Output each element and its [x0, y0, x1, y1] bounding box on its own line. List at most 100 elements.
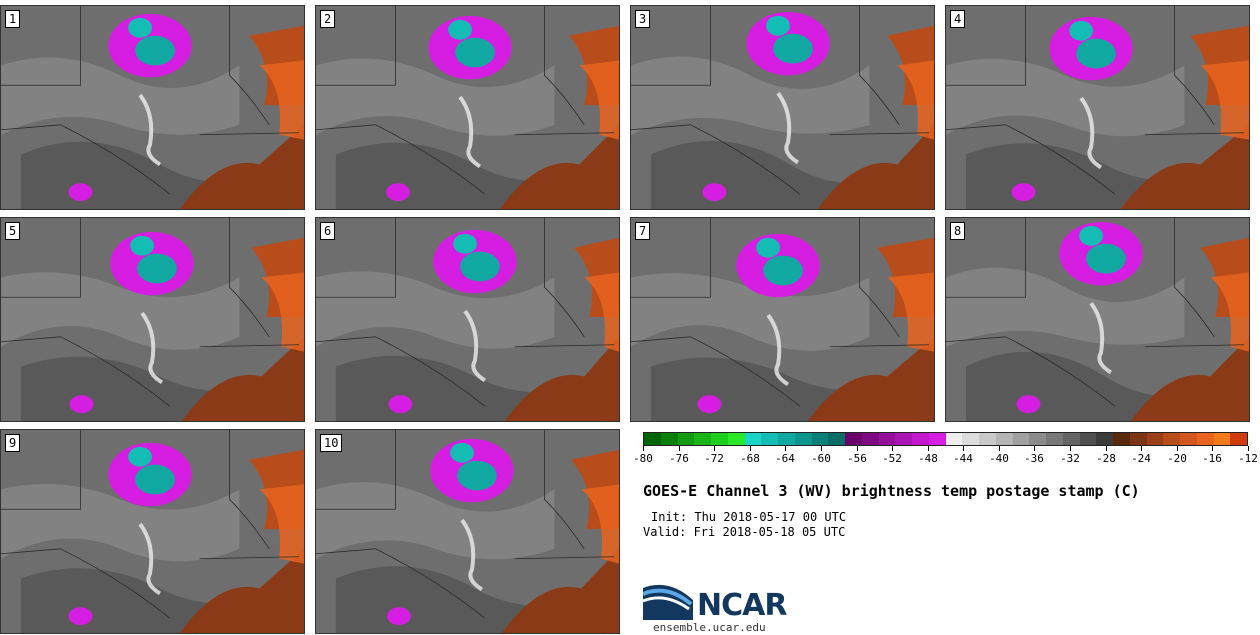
colorbar-tick — [679, 446, 680, 451]
forecast-panel-7: 7 — [630, 217, 935, 422]
water-vapor-map — [316, 6, 619, 209]
panel-label: 2 — [320, 10, 336, 28]
colorbar-tick-label: -44 — [953, 452, 973, 465]
colorbar-tick-label: -60 — [811, 452, 831, 465]
colorbar-segment — [1079, 433, 1097, 445]
colorbar-tick — [963, 446, 964, 451]
colorbar-segment — [677, 433, 695, 445]
water-vapor-map — [631, 218, 934, 421]
water-vapor-map — [631, 6, 934, 209]
colorbar-segment — [761, 433, 778, 445]
colorbar-segment — [928, 433, 946, 445]
figure-title: GOES-E Channel 3 (WV) brightness temp po… — [643, 482, 1140, 500]
colorbar-segment — [1180, 433, 1197, 445]
panel-label: 1 — [5, 10, 21, 28]
colorbar-tick — [928, 446, 929, 451]
colorbar-segment — [861, 433, 879, 445]
colorbar-tick — [785, 446, 786, 451]
forecast-panel-8: 8 — [945, 217, 1250, 422]
footer-url: ensemble.ucar.edu — [653, 621, 766, 634]
colorbar-tick-label: -52 — [882, 452, 902, 465]
colorbar-ticks: -80 -76 -72 -68 -64 -60 -56 -52 -48 -44 -40 -36 -32 -… — [633, 446, 1258, 466]
colorbar-segment — [1196, 433, 1214, 445]
init-time: Init: Thu 2018-05-17 00 UTC — [651, 510, 847, 524]
colorbar-segment — [711, 433, 728, 445]
colorbar-segment — [979, 433, 996, 445]
colorbar-segment — [1096, 433, 1113, 445]
colorbar-tick-label: -28 — [1096, 452, 1116, 465]
colorbar-segment — [1213, 433, 1231, 445]
colorbar-tick-label: -76 — [669, 452, 689, 465]
colorbar-tick — [999, 446, 1000, 451]
colorbar-tick-label: -24 — [1131, 452, 1151, 465]
panel-label: 7 — [635, 222, 651, 240]
colorbar-segment — [811, 433, 829, 445]
water-vapor-map — [946, 6, 1249, 209]
colorbar-tick-label: -80 — [633, 452, 653, 465]
colorbar-tick-label: -68 — [740, 452, 760, 465]
panel-label: 9 — [5, 434, 21, 452]
colorbar-segment — [912, 433, 929, 445]
colorbar-segment — [694, 433, 711, 445]
colorbar-segment — [945, 433, 963, 445]
colorbar-tick — [1212, 446, 1213, 451]
colorbar-segment — [1113, 433, 1130, 445]
colorbar-tick — [750, 446, 751, 451]
colorbar-segment — [660, 433, 678, 445]
colorbar-tick — [1034, 446, 1035, 451]
colorbar-segment — [845, 433, 862, 445]
colorbar-tick-label: -64 — [775, 452, 795, 465]
colorbar-segment — [995, 433, 1013, 445]
forecast-panel-1: 1 — [0, 5, 305, 210]
ncar-swoosh-icon — [642, 584, 693, 620]
colorbar-tick-label: -36 — [1024, 452, 1044, 465]
colorbar-tick — [892, 446, 893, 451]
colorbar-segment — [1129, 433, 1147, 445]
forecast-panel-9: 9 — [0, 429, 305, 634]
colorbar-segment — [1163, 433, 1180, 445]
colorbar-segment — [1029, 433, 1046, 445]
colorbar-tick-label: -12 — [1238, 452, 1258, 465]
colorbar-tick — [1248, 446, 1249, 451]
panel-label: 10 — [320, 434, 343, 452]
colorbar-tick — [714, 446, 715, 451]
water-vapor-map — [1, 218, 304, 421]
water-vapor-map — [1, 430, 304, 633]
panel-label: 6 — [320, 222, 336, 240]
forecast-panel-10: 10 — [315, 429, 620, 634]
water-vapor-map — [316, 218, 619, 421]
panel-label: 5 — [5, 222, 21, 240]
colorbar-segment — [1012, 433, 1030, 445]
forecast-panel-5: 5 — [0, 217, 305, 422]
colorbar-tick-label: -20 — [1167, 452, 1187, 465]
colorbar-segment — [962, 433, 979, 445]
panel-label: 4 — [950, 10, 966, 28]
colorbar-segment — [1230, 433, 1247, 445]
ncar-wordmark: NCAR — [697, 588, 787, 623]
colorbar-segment — [727, 433, 745, 445]
colorbar-segment — [828, 433, 845, 445]
colorbar-tick-label: -16 — [1202, 452, 1222, 465]
water-vapor-map — [946, 218, 1249, 421]
water-vapor-map — [316, 430, 619, 633]
valid-time: Valid: Fri 2018-05-18 05 UTC — [643, 525, 846, 539]
colorbar-tick — [821, 446, 822, 451]
panel-label: 8 — [950, 222, 966, 240]
colorbar-segment — [644, 433, 661, 445]
colorbar-tick — [1106, 446, 1107, 451]
colorbar-segment — [778, 433, 795, 445]
colorbar-segment — [744, 433, 762, 445]
colorbar-segment — [1046, 433, 1063, 445]
colorbar-tick — [643, 446, 644, 451]
colorbar-tick-label: -40 — [989, 452, 1009, 465]
colorbar-tick — [1141, 446, 1142, 451]
colorbar — [643, 432, 1248, 446]
colorbar-tick — [857, 446, 858, 451]
forecast-panel-3: 3 — [630, 5, 935, 210]
panel-label: 3 — [635, 10, 651, 28]
colorbar-tick-label: -48 — [918, 452, 938, 465]
colorbar-segment — [1146, 433, 1164, 445]
forecast-panel-4: 4 — [945, 5, 1250, 210]
colorbar-segment — [794, 433, 812, 445]
water-vapor-map — [1, 6, 304, 209]
